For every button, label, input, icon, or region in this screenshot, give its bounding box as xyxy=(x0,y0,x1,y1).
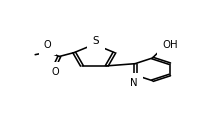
Text: O: O xyxy=(44,40,51,50)
Text: OH: OH xyxy=(162,40,178,50)
Text: S: S xyxy=(93,36,99,46)
Text: N: N xyxy=(130,78,138,88)
Text: O: O xyxy=(51,67,59,77)
